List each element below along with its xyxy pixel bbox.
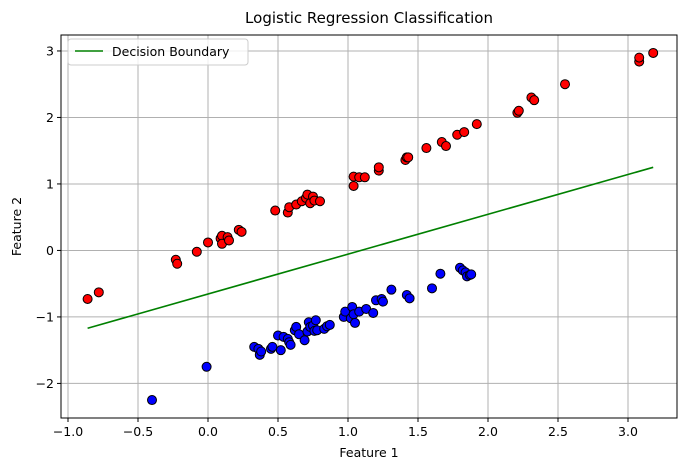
data-point-class-0	[427, 283, 437, 294]
data-point-class-0	[350, 317, 360, 328]
data-point-class-1	[634, 52, 645, 63]
x-tick-label: 0.5	[268, 424, 288, 439]
data-point-class-1	[529, 95, 540, 106]
y-tick-label: −1	[36, 309, 54, 324]
data-point-class-1	[648, 47, 659, 58]
y-tick-label: 3	[46, 43, 54, 58]
data-point-class-0	[256, 346, 267, 357]
x-tick-label: −1.0	[53, 424, 83, 439]
grid	[61, 35, 677, 418]
legend-label-decision-boundary: Decision Boundary	[112, 44, 230, 59]
x-tick-label: 2.0	[478, 424, 498, 439]
data-point-class-0	[275, 345, 286, 356]
data-point-class-1	[560, 79, 570, 90]
y-axis-label: Feature 2	[9, 197, 24, 256]
y-tick-label: −2	[36, 376, 54, 391]
x-tick-label: 3.0	[618, 424, 638, 439]
data-point-class-1	[403, 152, 414, 163]
data-point-class-0	[299, 335, 310, 346]
data-point-class-0	[404, 293, 415, 304]
points-layer	[82, 47, 659, 406]
x-tick-label: 2.5	[548, 424, 568, 439]
data-point-class-1	[471, 119, 482, 130]
x-tick-label: 0.0	[198, 424, 218, 439]
x-tick-label: −0.5	[123, 424, 153, 439]
data-point-class-1	[315, 196, 325, 207]
y-tick-label: 2	[46, 110, 54, 125]
x-axis: −1.0 −0.5 0.0 0.5 1.0 1.5 2.0 2.5 3.0	[53, 418, 638, 439]
x-tick-label: 1.5	[408, 424, 428, 439]
data-point-class-1	[191, 246, 202, 257]
data-point-class-0	[267, 341, 278, 352]
legend-box	[67, 38, 249, 66]
data-point-class-1	[459, 127, 470, 138]
boundary-layer	[87, 166, 654, 330]
data-point-class-1	[421, 143, 432, 154]
data-point-class-0	[386, 284, 397, 295]
x-tick-label: 1.0	[338, 424, 358, 439]
legend: Decision Boundary	[67, 38, 249, 66]
data-point-class-0	[310, 315, 321, 326]
plot-frame	[60, 34, 678, 419]
y-axis: −2 −1 0 1 2 3	[36, 43, 61, 391]
data-point-class-1	[348, 180, 359, 191]
data-point-class-0	[435, 268, 446, 279]
data-point-class-1	[236, 226, 247, 237]
data-point-class-1	[93, 287, 104, 298]
data-point-class-0	[466, 269, 477, 280]
y-tick-label: 0	[46, 243, 54, 258]
data-point-class-1	[172, 258, 183, 269]
data-point-class-0	[368, 307, 379, 318]
data-point-class-0	[285, 339, 296, 350]
data-point-class-0	[378, 296, 388, 307]
data-point-class-1	[224, 235, 234, 246]
data-point-class-1	[82, 293, 93, 304]
data-point-class-0	[201, 361, 212, 372]
decision-boundary-line	[87, 166, 654, 330]
data-point-class-0	[147, 395, 157, 406]
data-point-class-1	[359, 172, 370, 183]
data-point-class-0	[324, 319, 335, 330]
x-axis-label: Feature 1	[339, 445, 398, 460]
chart-title: Logistic Regression Classification	[245, 9, 493, 27]
data-point-class-1	[270, 205, 281, 216]
data-point-class-1	[513, 105, 524, 116]
y-tick-label: 1	[46, 176, 54, 191]
data-point-class-1	[373, 162, 384, 173]
data-point-class-1	[203, 237, 213, 248]
data-point-class-1	[441, 141, 451, 152]
